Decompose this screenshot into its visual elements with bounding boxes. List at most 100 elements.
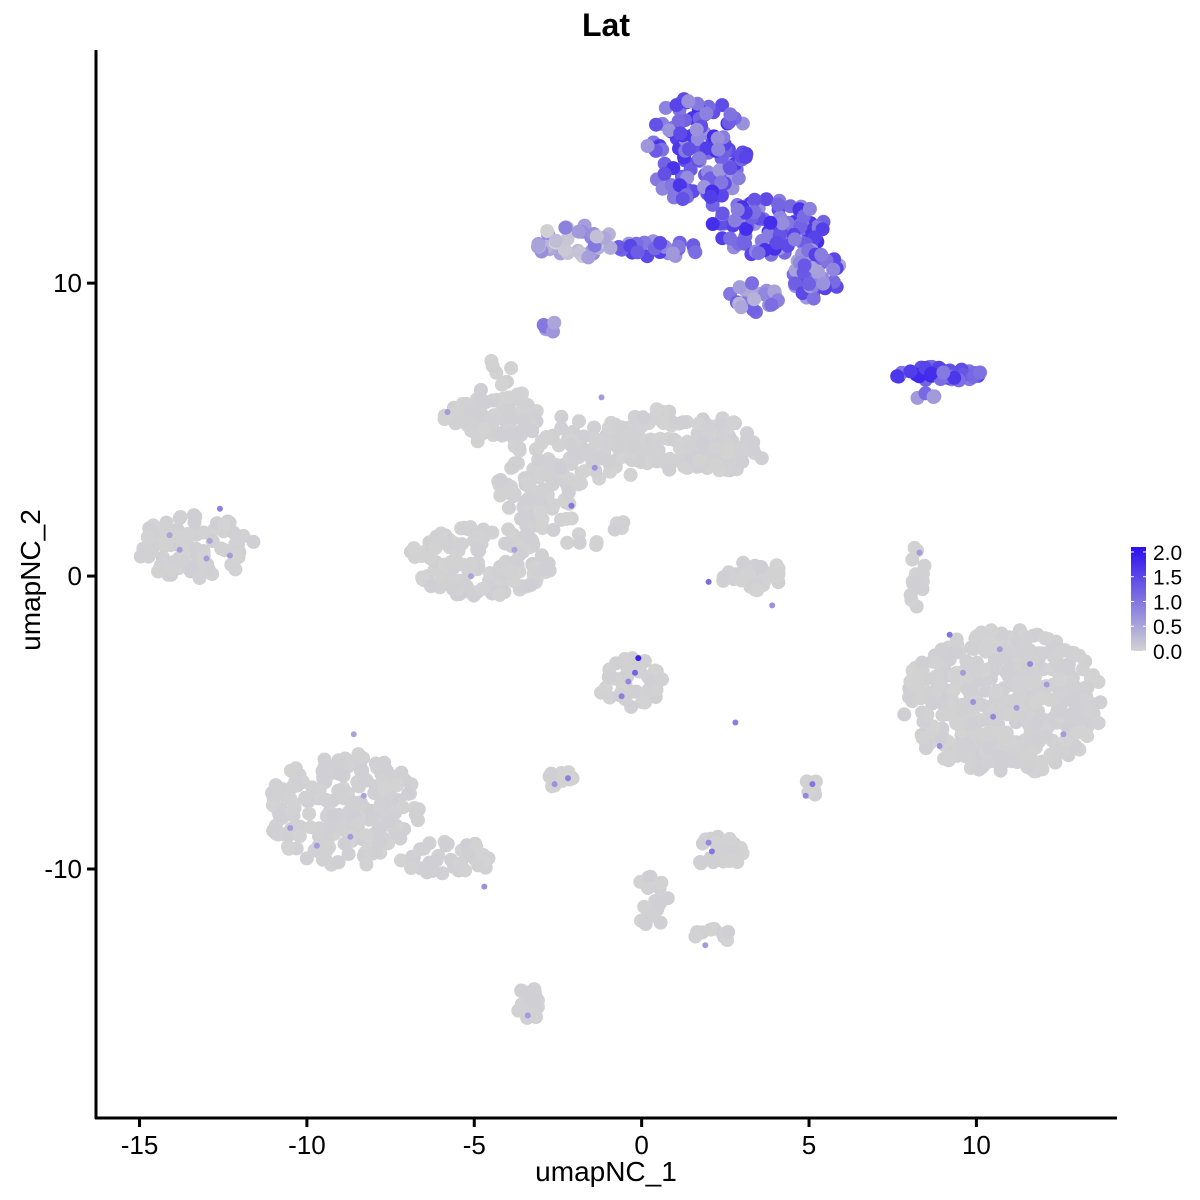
cell-point: [358, 828, 373, 843]
cell-point: [1019, 631, 1034, 646]
cell-point: [723, 231, 738, 246]
cell-point: [465, 404, 479, 419]
cell-point: [227, 525, 241, 540]
cell-point: [676, 415, 690, 430]
cell-point: [654, 875, 669, 890]
cell-point: [638, 917, 653, 931]
cell-point: [337, 836, 352, 851]
cell-point: [525, 424, 540, 439]
cell-point: [602, 454, 617, 469]
cell-point: [394, 853, 408, 868]
cell-point: [1020, 760, 1035, 774]
cell-point: [429, 529, 444, 544]
colorbar-label: 2.0: [1153, 542, 1182, 565]
cell-point: [163, 562, 178, 577]
cell-point: [1064, 678, 1079, 693]
cell-point: [946, 683, 961, 698]
cell-point: [714, 175, 729, 190]
expressing-cell-point: [444, 409, 451, 415]
x-tick-label: 5: [802, 1130, 816, 1160]
cell-point: [802, 201, 817, 216]
cell-point: [747, 292, 762, 307]
cell-point: [317, 752, 332, 767]
cell-point: [486, 410, 500, 425]
expressing-cell-point: [551, 781, 558, 788]
expressing-cell-point: [769, 602, 776, 609]
cell-point: [519, 398, 534, 413]
cell-point: [1000, 707, 1015, 722]
cell-point: [523, 577, 538, 592]
cell-point: [1061, 661, 1076, 676]
cell-point: [1077, 692, 1092, 707]
data-points: [133, 92, 1108, 1025]
cell-point: [536, 482, 551, 497]
expressing-cell-point: [705, 578, 712, 585]
cell-point: [915, 567, 930, 581]
cell-point: [632, 454, 646, 469]
cell-point: [1035, 646, 1050, 661]
cell-point: [440, 837, 455, 851]
cell-point: [443, 555, 458, 570]
cell-point: [665, 246, 680, 261]
cell-point: [708, 458, 723, 473]
cell-point: [471, 528, 486, 543]
cell-point: [316, 770, 331, 785]
cell-point: [371, 821, 386, 836]
cell-point: [298, 790, 313, 805]
expressing-cell-point: [705, 839, 712, 846]
cell-point: [470, 542, 485, 557]
cell-point: [979, 755, 994, 770]
cell-point: [563, 437, 578, 452]
cell-point: [501, 500, 516, 515]
cell-point: [653, 236, 668, 250]
cell-point: [416, 841, 431, 856]
cell-point: [987, 653, 1002, 668]
cell-point: [730, 855, 745, 870]
cell-point: [746, 302, 761, 317]
cell-point: [572, 414, 586, 429]
cell-point: [989, 683, 1004, 698]
cell-point: [302, 806, 317, 821]
cell-point: [1001, 694, 1016, 709]
cell-point: [228, 549, 243, 564]
cell-point: [1023, 650, 1038, 665]
cell-point: [493, 473, 508, 487]
cell-point: [669, 98, 684, 113]
cell-point: [514, 983, 529, 998]
cell-point: [934, 642, 949, 657]
cell-point: [754, 451, 769, 466]
cell-point: [1093, 695, 1108, 710]
cell-point: [547, 315, 562, 330]
cell-point: [949, 716, 964, 731]
cell-point: [285, 780, 300, 795]
cell-point: [925, 696, 940, 711]
expressing-cell-point: [802, 792, 809, 799]
cell-point: [603, 464, 617, 479]
cell-point: [746, 435, 761, 450]
cell-point: [911, 670, 926, 685]
cell-point: [216, 517, 231, 532]
cell-point: [511, 1003, 526, 1018]
cell-point: [476, 423, 491, 437]
expressing-cell-point: [216, 505, 223, 512]
cell-point: [1066, 694, 1081, 709]
cell-point: [745, 276, 759, 291]
cell-point: [331, 753, 346, 768]
cell-point: [583, 447, 598, 462]
cell-point: [710, 131, 725, 146]
cell-point: [716, 570, 731, 585]
cell-point: [694, 856, 708, 871]
cell-point: [373, 800, 388, 815]
cell-point: [734, 300, 749, 315]
expressing-cell-point: [203, 555, 210, 562]
cell-point: [649, 402, 664, 417]
cell-point: [655, 672, 669, 687]
cell-point: [535, 512, 550, 527]
cell-point: [715, 206, 730, 221]
cell-point: [695, 435, 710, 450]
cell-point: [377, 755, 392, 770]
cell-point: [546, 522, 561, 537]
cell-point: [682, 142, 697, 157]
cell-point: [930, 656, 945, 671]
cell-point: [395, 800, 410, 815]
